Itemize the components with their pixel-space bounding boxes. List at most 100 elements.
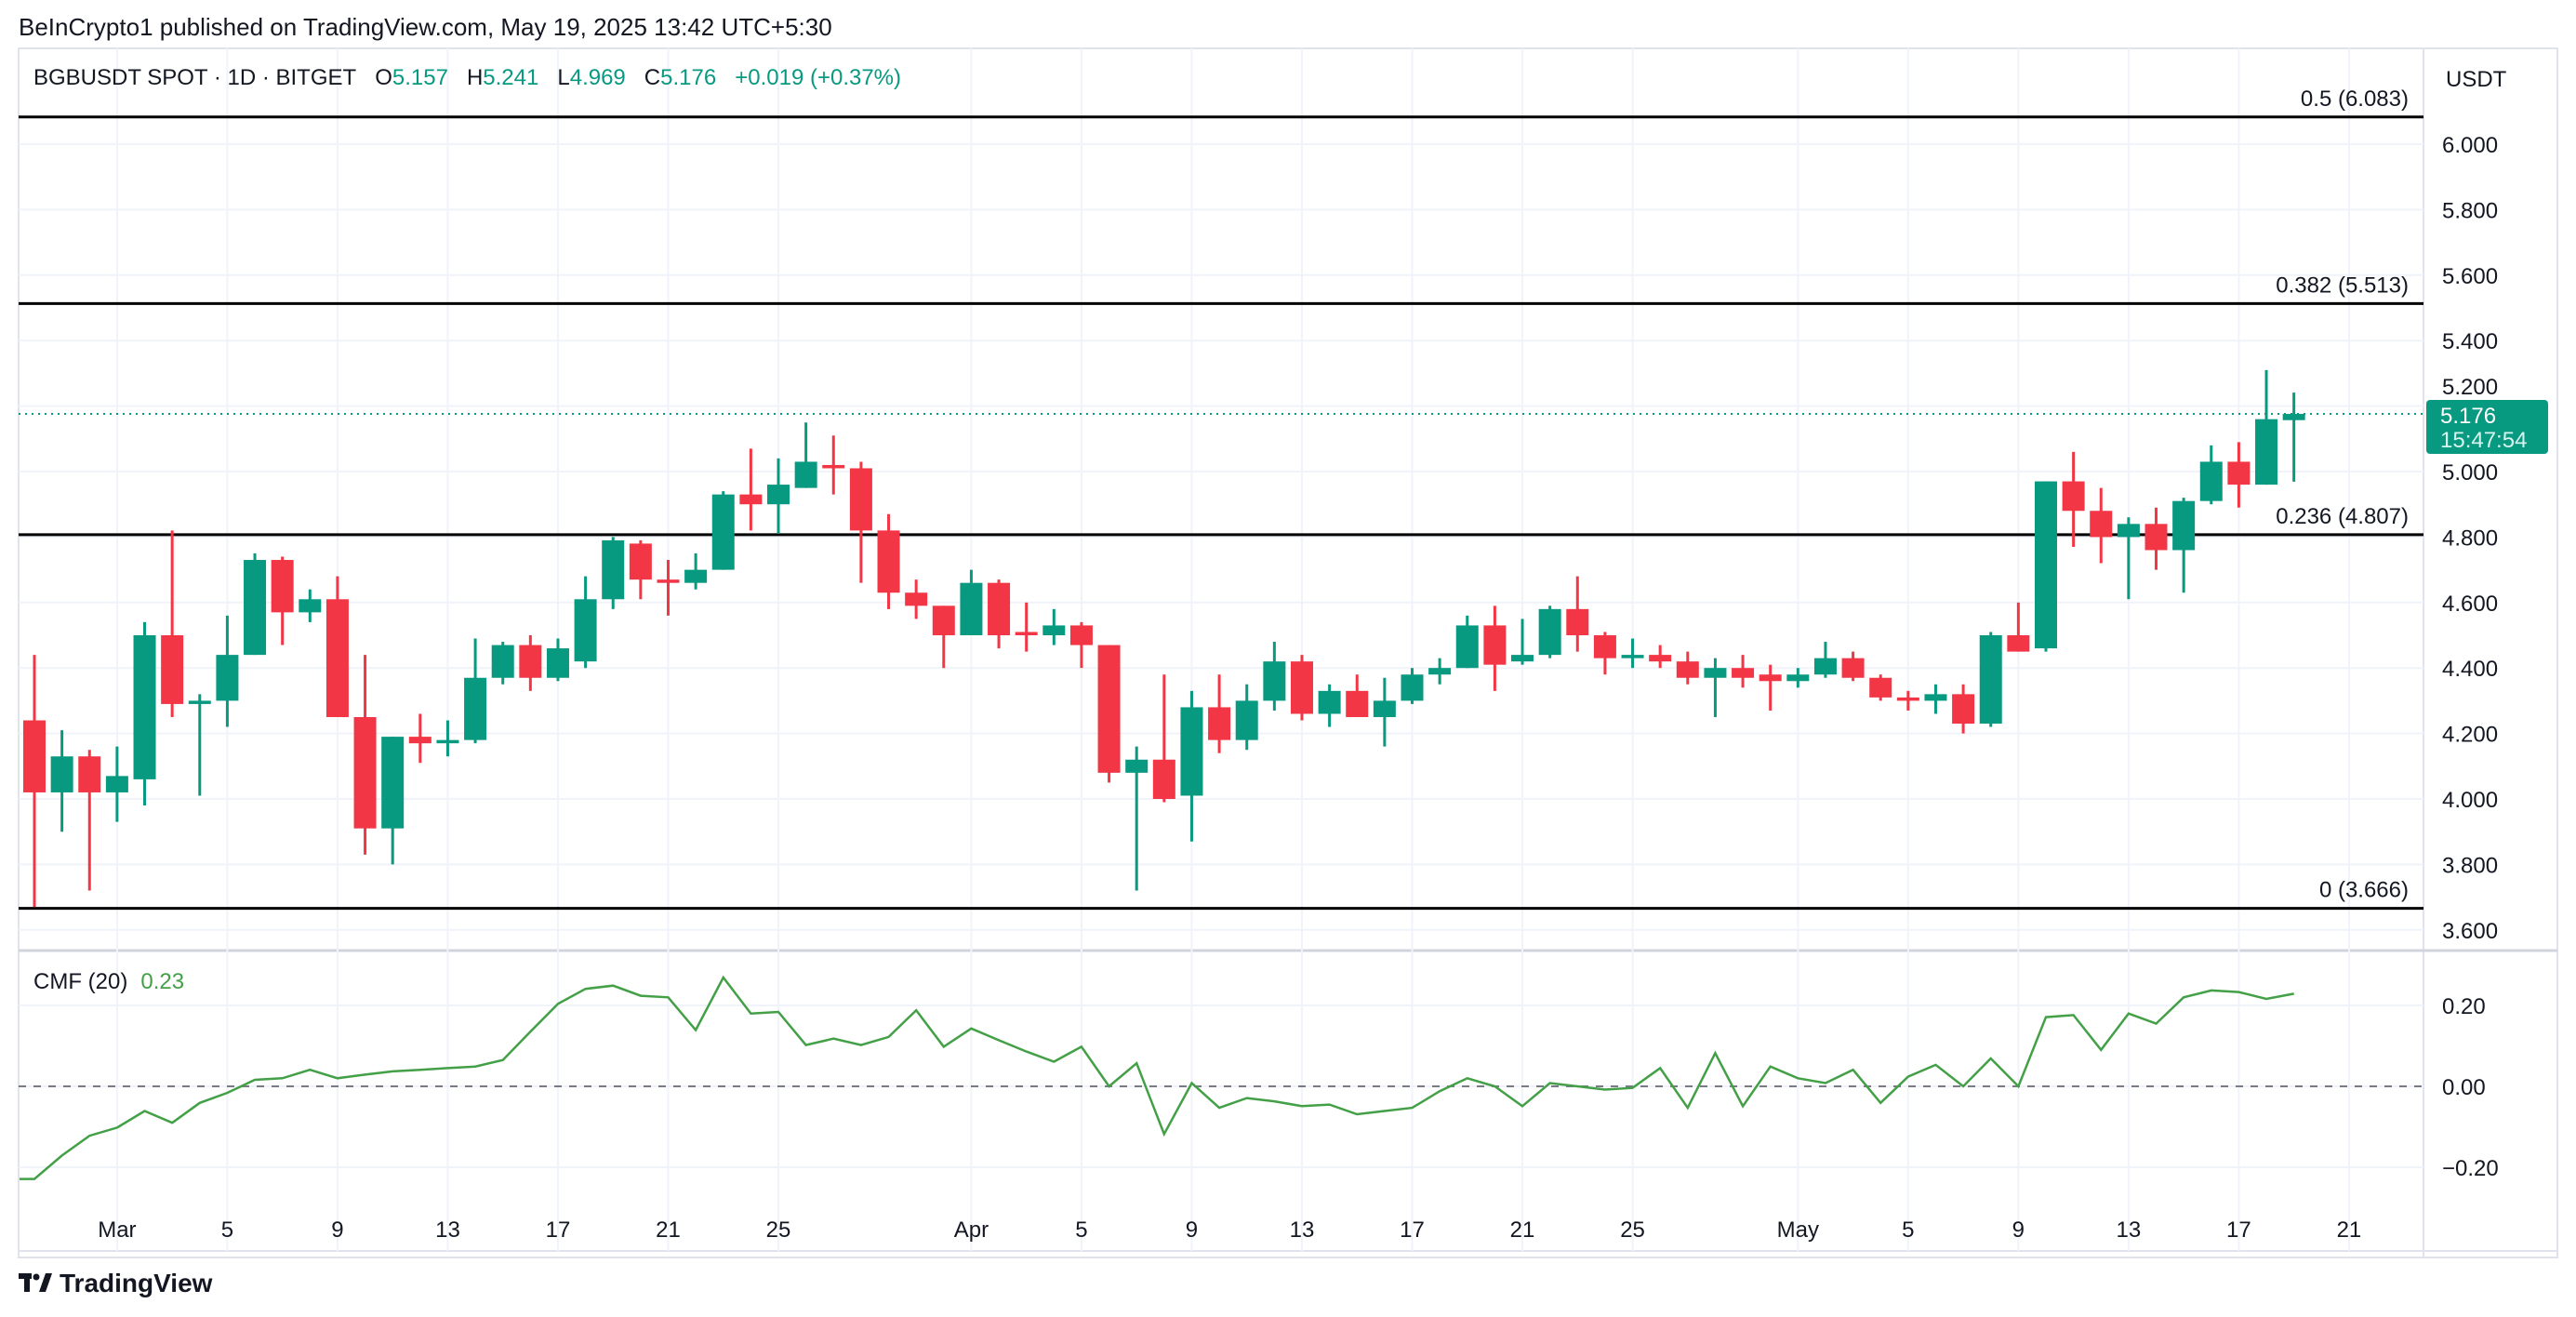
candle xyxy=(1649,645,1672,669)
last-price-value: 5.176 xyxy=(2440,404,2496,429)
candle xyxy=(1979,632,2002,727)
price-tick-label: 4.000 xyxy=(2442,788,2498,813)
price-tick-label: 4.600 xyxy=(2442,592,2498,617)
date-tick-label: 13 xyxy=(2117,1217,2142,1243)
candle xyxy=(491,642,514,685)
candle-body xyxy=(271,560,294,613)
candle-body xyxy=(2227,461,2251,486)
candle-body xyxy=(1841,658,1865,678)
open-label: O xyxy=(375,65,392,90)
date-tick-label: 17 xyxy=(546,1217,571,1243)
price-tick-label: 3.800 xyxy=(2442,853,2498,878)
candle-body xyxy=(684,569,708,583)
fib-label: 0.236 (4.807) xyxy=(2276,504,2409,529)
candle-body xyxy=(1869,677,1892,698)
candle xyxy=(1538,605,1561,658)
candle xyxy=(1428,658,1452,685)
grid xyxy=(18,47,2558,1258)
candle-body xyxy=(1290,661,1313,714)
candle-body xyxy=(1318,690,1341,714)
candle xyxy=(1869,674,1892,701)
candle xyxy=(1455,615,1479,669)
candle xyxy=(133,621,156,806)
candle xyxy=(2062,451,2085,547)
candle xyxy=(822,435,845,495)
candle-body xyxy=(2034,481,2057,649)
candle-body xyxy=(1979,635,2002,725)
candle-body xyxy=(1676,661,1699,678)
candle xyxy=(1318,684,1341,727)
candle-body xyxy=(2199,461,2223,501)
candle-body xyxy=(932,605,955,635)
candle xyxy=(1483,605,1507,691)
candle-body xyxy=(1732,668,1755,678)
candle xyxy=(1704,658,1727,717)
candle-body xyxy=(739,494,763,505)
candle xyxy=(1759,664,1782,711)
date-tick-label: 13 xyxy=(1290,1217,1315,1243)
candle-body xyxy=(133,635,156,779)
candle xyxy=(519,635,542,691)
symbol-legend: BGBUSDT SPOT · 1D · BITGET O5.157 H5.241… xyxy=(33,65,901,91)
fib-label: 0 (3.666) xyxy=(2319,878,2409,903)
candle xyxy=(1263,642,1286,711)
candle-body xyxy=(1125,759,1149,773)
candle xyxy=(739,448,763,531)
currency-label[interactable]: USDT xyxy=(2446,67,2507,92)
candle-body xyxy=(161,635,184,704)
candle xyxy=(188,694,211,796)
fib-levels: 0.5 (6.083) 0.382 (5.513) 0.236 (4.807) 0 (… xyxy=(19,86,2423,911)
price-tick-label: 4.200 xyxy=(2442,723,2498,748)
tradingview-logo[interactable]: TradingView xyxy=(19,1269,212,1298)
date-tick-label: 5 xyxy=(1902,1217,1914,1243)
candle-body xyxy=(1180,707,1203,796)
candle xyxy=(2282,392,2305,482)
candle-body xyxy=(1428,668,1452,675)
candle xyxy=(1180,690,1203,842)
price-tick-label: 5.200 xyxy=(2442,375,2498,400)
candle xyxy=(1097,645,1121,783)
date-tick-label: 25 xyxy=(766,1217,791,1243)
candle-body xyxy=(1566,608,1589,635)
date-tick-label: Mar xyxy=(98,1217,136,1243)
candle-body xyxy=(105,776,128,792)
candle xyxy=(436,720,459,757)
candle-body xyxy=(905,592,928,606)
candle xyxy=(408,713,432,764)
candle-body xyxy=(23,720,46,792)
low-value: 4.969 xyxy=(569,65,626,90)
candle xyxy=(244,553,267,656)
candle-body xyxy=(794,461,817,488)
candle xyxy=(161,530,184,717)
cmf-name[interactable]: CMF (20) xyxy=(33,969,128,994)
symbol-title[interactable]: BGBUSDT SPOT · 1D · BITGET xyxy=(33,65,357,90)
cmf-line xyxy=(20,975,2294,1180)
candle-body xyxy=(1263,661,1286,701)
date-tick-label: 21 xyxy=(656,1217,681,1243)
candle xyxy=(1813,642,1837,678)
candle-body xyxy=(1152,759,1175,799)
date-tick-label: 21 xyxy=(2337,1217,2362,1243)
high-label: H xyxy=(466,65,484,90)
candle-body xyxy=(408,737,432,744)
candle-body xyxy=(767,485,790,505)
candle-body xyxy=(1786,674,1810,682)
candle xyxy=(23,655,46,908)
candle xyxy=(1152,674,1175,803)
cmf-tick-label: 0.20 xyxy=(2442,994,2486,1019)
last-price-badge xyxy=(2426,400,2548,454)
tradingview-logo-icon xyxy=(19,1273,52,1292)
candle xyxy=(1924,684,1947,714)
candle-body xyxy=(1235,700,1258,740)
candle-body xyxy=(519,645,542,678)
high-value: 5.241 xyxy=(483,65,539,90)
candle xyxy=(1896,690,1919,711)
date-tick-label: 25 xyxy=(1620,1217,1645,1243)
candle-body xyxy=(2007,635,2030,652)
cmf-value: 0.23 xyxy=(140,969,185,994)
candle xyxy=(629,539,652,600)
candle-body xyxy=(849,468,872,531)
candles xyxy=(23,369,2305,908)
candle-body xyxy=(1593,635,1616,658)
